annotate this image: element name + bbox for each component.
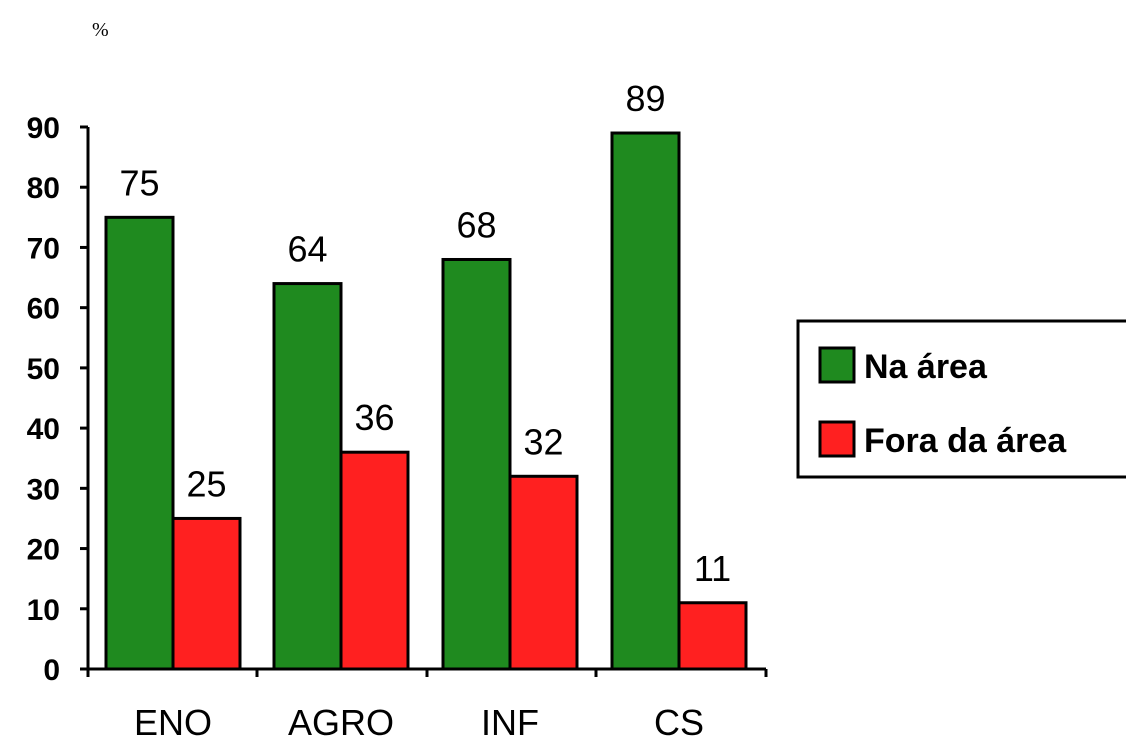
- legend-label: Na área: [864, 348, 988, 386]
- x-tick-label: INF: [481, 702, 539, 739]
- y-tick-label: 50: [27, 353, 60, 386]
- legend-swatch: [818, 346, 856, 384]
- bars: [104, 131, 748, 671]
- data-label: 11: [694, 548, 731, 589]
- data-label: 25: [186, 463, 226, 504]
- y-tick-label: 40: [27, 413, 60, 446]
- data-label: 89: [625, 78, 665, 119]
- bar: [171, 516, 242, 671]
- data-label: 75: [119, 162, 159, 203]
- y-tick-label: 30: [27, 473, 60, 506]
- bar: [272, 282, 343, 671]
- bar: [339, 450, 410, 671]
- bar: [508, 474, 579, 671]
- y-tick-label: 60: [27, 293, 60, 326]
- legend-swatch: [818, 420, 856, 458]
- x-tick-label: ENO: [134, 702, 212, 739]
- y-tick-label: 0: [43, 654, 60, 687]
- x-tick-label: AGRO: [288, 702, 394, 739]
- data-labels: 75 64 68 89 25 36 32 11: [119, 78, 731, 589]
- legend-label: Fora da área: [864, 422, 1067, 460]
- y-axis: 0 10 20 30 40 50 60 70 80 90: [27, 112, 90, 687]
- x-tick-label: CS: [654, 702, 704, 739]
- y-tick-label: 20: [27, 534, 60, 567]
- y-tick-label: 10: [27, 594, 60, 627]
- data-label: 68: [456, 204, 496, 245]
- bar: [104, 215, 175, 671]
- legend: Na área Fora da área: [796, 319, 1126, 479]
- data-label: 64: [287, 229, 327, 270]
- bar: [441, 257, 512, 671]
- y-tick-label: 70: [27, 232, 60, 265]
- y-tick-label: 80: [27, 172, 60, 205]
- bar: [677, 601, 748, 671]
- bar: [610, 131, 681, 671]
- x-axis: ENO AGRO INF CS: [86, 667, 768, 739]
- y-axis-unit-label: %: [92, 19, 109, 41]
- y-tick-label: 90: [27, 112, 60, 145]
- data-label: 32: [523, 421, 563, 462]
- data-label: 36: [354, 397, 394, 438]
